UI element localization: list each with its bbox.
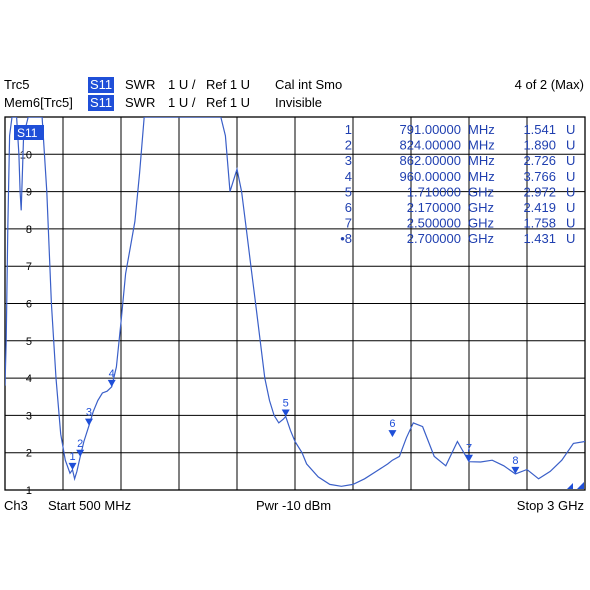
y-tick-label: 1 bbox=[26, 485, 32, 497]
marker-label: 3 bbox=[86, 407, 92, 419]
marker-table-id: 5 bbox=[345, 184, 352, 199]
marker-table-frequency: 1.710000 bbox=[407, 184, 461, 199]
marker-table-frequency: 960.00000 bbox=[400, 169, 461, 184]
y-tick-label: 5 bbox=[26, 336, 32, 348]
y-tick-label: 3 bbox=[26, 410, 32, 422]
y-tick-label: 9 bbox=[26, 187, 32, 199]
marker-table-unit: GHz bbox=[468, 231, 494, 246]
marker-triangle bbox=[511, 466, 520, 474]
marker-table-unit: GHz bbox=[468, 216, 494, 231]
trace-layer bbox=[5, 117, 585, 487]
marker-triangle bbox=[281, 409, 290, 417]
marker-table-frequency: 2.170000 bbox=[407, 200, 461, 215]
marker-table-frequency: 791.00000 bbox=[400, 122, 461, 137]
start-frequency: Start 500 MHz bbox=[48, 498, 132, 513]
marker-table-id: 4 bbox=[345, 169, 352, 184]
marker-table-value-unit: U bbox=[566, 200, 575, 215]
marker-table-value: 2.726 bbox=[523, 153, 556, 168]
marker-table-value: 2.419 bbox=[523, 200, 556, 215]
marker-table-value: 1.890 bbox=[523, 138, 556, 153]
marker-table-id: 3 bbox=[345, 153, 352, 168]
memory-ref-label: Ref 1 U bbox=[206, 95, 251, 110]
memory-trace-name: Mem6[Trc5] bbox=[4, 95, 73, 110]
window-info: 4 of 2 (Max) bbox=[514, 77, 584, 92]
marker-label: 8 bbox=[512, 455, 518, 467]
marker-table-unit: GHz bbox=[468, 184, 494, 199]
marker-table-value-unit: U bbox=[566, 138, 575, 153]
memory-status-label: Invisible bbox=[275, 95, 322, 110]
memory-format-label: SWR bbox=[125, 95, 156, 110]
marker-table-value-unit: U bbox=[566, 169, 575, 184]
y-tick-label: 2 bbox=[26, 448, 32, 460]
marker-triangle bbox=[107, 379, 116, 387]
marker-triangle bbox=[84, 418, 93, 426]
y-tick-label: 4 bbox=[26, 373, 32, 385]
marker-table: 1 791.00000 MHz 1.541 U 2 824.00000 MHz 1.890 U 3 8… bbox=[340, 122, 575, 246]
marker-table-frequency: 2.500000 bbox=[407, 216, 461, 231]
marker-table-frequency: 2.700000 bbox=[407, 231, 461, 246]
y-tick-label: 7 bbox=[26, 261, 32, 273]
marker-table-unit: MHz bbox=[468, 122, 495, 137]
format-label: SWR bbox=[125, 77, 156, 92]
stop-frequency: Stop 3 GHz bbox=[516, 498, 584, 513]
channel-label: Ch3 bbox=[4, 498, 28, 513]
marker-table-unit: MHz bbox=[468, 138, 495, 153]
marker-table-id: •8 bbox=[340, 231, 352, 246]
overflow-arrow bbox=[567, 483, 573, 489]
marker-table-value-unit: U bbox=[566, 184, 575, 199]
marker-layer: 12 3 4 5 6 7 8 bbox=[68, 368, 584, 489]
marker-table-value: 1.431 bbox=[523, 231, 556, 246]
marker-triangle bbox=[76, 449, 85, 457]
marker-table-frequency: 824.00000 bbox=[400, 138, 461, 153]
s11-tag[interactable]: S11 bbox=[88, 77, 115, 93]
marker-label: 5 bbox=[283, 397, 289, 409]
overflow-arrow bbox=[577, 482, 584, 489]
cal-label: Cal int Smo bbox=[275, 77, 343, 92]
ref-label: Ref 1 U bbox=[206, 77, 251, 92]
marker-table-unit: MHz bbox=[468, 153, 495, 168]
marker-table-id: 2 bbox=[345, 138, 352, 153]
marker-table-value: 3.766 bbox=[523, 169, 556, 184]
marker-table-id: 7 bbox=[345, 216, 352, 231]
marker-triangle bbox=[388, 430, 397, 438]
marker-table-id: 1 bbox=[345, 122, 352, 137]
marker-table-unit: GHz bbox=[468, 200, 494, 215]
swr-trace bbox=[5, 117, 585, 487]
marker-triangle bbox=[68, 462, 77, 470]
marker-table-value: 2.972 bbox=[523, 184, 556, 199]
marker-triangle bbox=[465, 454, 473, 462]
marker-label: 2 bbox=[77, 438, 83, 450]
plot-s11-tag bbox=[14, 125, 44, 140]
memory-scale-label: 1 U / bbox=[168, 95, 196, 110]
power-label: Pwr -10 dBm bbox=[256, 498, 332, 513]
marker-label: 4 bbox=[109, 368, 115, 380]
memory-s11-tag[interactable]: S11 bbox=[88, 95, 115, 111]
marker-label: 6 bbox=[389, 418, 395, 430]
marker-table-unit: MHz bbox=[468, 169, 495, 184]
trace-name: Trc5 bbox=[4, 77, 30, 92]
marker-label: 1 bbox=[69, 451, 75, 463]
marker-table-value-unit: U bbox=[566, 231, 575, 246]
marker-table-frequency: 862.00000 bbox=[400, 153, 461, 168]
marker-table-value: 1.758 bbox=[523, 216, 556, 231]
marker-table-value-unit: U bbox=[566, 216, 575, 231]
y-tick-labels: 1 2 3 4 5 6 7 8 9 10 bbox=[20, 149, 32, 497]
y-tick-label: 6 bbox=[26, 299, 32, 311]
marker-label: 7 bbox=[466, 443, 472, 455]
marker-table-value: 1.541 bbox=[523, 122, 556, 137]
marker-table-value-unit: U bbox=[566, 153, 575, 168]
marker-table-value-unit: U bbox=[566, 122, 575, 137]
scale-label: 1 U / bbox=[168, 77, 196, 92]
marker-table-id: 6 bbox=[345, 200, 352, 215]
chart-grid bbox=[4, 116, 586, 491]
y-tick-label: 8 bbox=[26, 224, 32, 236]
y-tick-label: 10 bbox=[20, 149, 32, 161]
plot-s11-tag-label: S11 bbox=[17, 126, 38, 140]
